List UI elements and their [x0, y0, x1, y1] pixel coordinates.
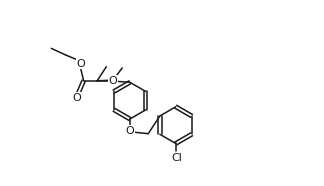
Text: O: O — [125, 126, 134, 136]
Text: O: O — [109, 76, 117, 86]
Text: Cl: Cl — [172, 153, 183, 163]
Text: O: O — [76, 59, 85, 69]
Text: O: O — [72, 93, 81, 103]
